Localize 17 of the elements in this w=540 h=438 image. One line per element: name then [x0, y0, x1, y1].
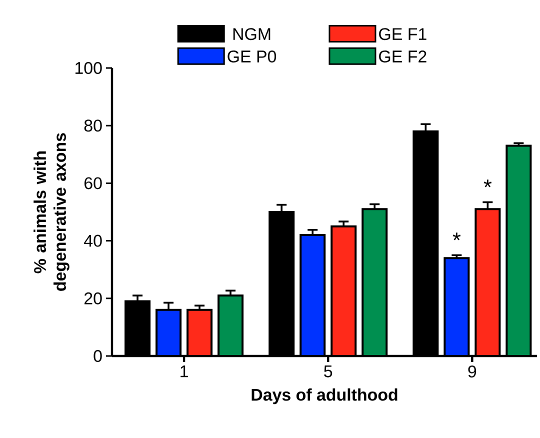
y-tick-label: 40 — [84, 234, 102, 247]
y-tick-label: 0 — [94, 350, 102, 362]
x-tick-label: 9 — [468, 366, 476, 378]
x-axis-title: Days of adulthood — [252, 388, 398, 404]
y-tick-label: 20 — [84, 292, 102, 304]
y-axis-title: % animals with degenerative axons — [34, 133, 70, 291]
annotation: * — [452, 232, 461, 240]
legend-label: GE F1 — [379, 28, 426, 40]
x-tick-label: 5 — [324, 366, 332, 378]
y-tick-label: 80 — [84, 120, 102, 132]
x-tick-label: 1 — [180, 366, 188, 378]
y-tick-label: 60 — [84, 177, 102, 190]
legend-label: GE F2 — [379, 50, 426, 62]
legend-label: NGM — [233, 28, 270, 40]
y-tick-label: 100 — [76, 62, 102, 74]
legend-label: GE P0 — [228, 50, 276, 62]
annotation: * — [484, 180, 492, 188]
